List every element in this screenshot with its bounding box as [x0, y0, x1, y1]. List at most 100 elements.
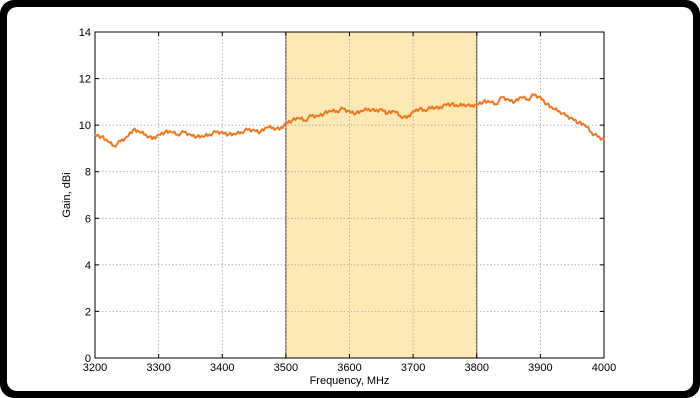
data-point — [221, 131, 224, 133]
data-point — [507, 98, 510, 101]
y-tick-label: 0 — [85, 353, 91, 365]
data-point — [157, 133, 160, 136]
chart-panel: 3200 3300 3400 3500 3600 3700 3800 3900 4000 0 2 4 6… — [7, 7, 693, 391]
data-point — [386, 112, 389, 115]
x-tick-label: 3900 — [528, 362, 552, 374]
data-point — [145, 133, 147, 136]
x-tick-label: 3600 — [337, 362, 361, 374]
data-point — [603, 138, 605, 140]
data-point — [151, 138, 154, 140]
data-point — [132, 129, 134, 131]
y-tick-label: 2 — [85, 306, 91, 318]
data-point — [545, 103, 548, 105]
data-point — [355, 112, 357, 115]
data-point — [558, 110, 561, 112]
y-tick-label: 10 — [79, 120, 91, 132]
data-point — [361, 110, 364, 112]
data-point — [335, 110, 338, 112]
data-point — [285, 122, 287, 124]
data-point — [456, 105, 459, 108]
data-point — [565, 115, 567, 117]
data-point — [418, 108, 421, 110]
data-point — [469, 105, 472, 108]
data-point — [431, 105, 434, 108]
data-point — [234, 133, 236, 136]
data-point — [380, 108, 383, 110]
x-tick-label: 3800 — [465, 362, 489, 374]
data-point — [596, 135, 599, 138]
data-point — [412, 110, 414, 112]
data-point — [176, 133, 179, 136]
data-point — [571, 117, 573, 119]
data-point — [444, 103, 446, 105]
y-tick-label: 12 — [79, 74, 91, 86]
x-tick-label: 3200 — [83, 362, 107, 374]
data-point — [170, 131, 173, 133]
highlight-band — [285, 32, 477, 358]
data-point — [514, 101, 516, 103]
data-point — [246, 129, 249, 131]
data-point — [189, 133, 192, 136]
data-point — [215, 131, 217, 133]
y-tick-label: 4 — [85, 260, 91, 272]
data-point — [501, 96, 504, 98]
data-point — [526, 98, 529, 101]
data-point — [94, 133, 96, 136]
data-point — [310, 115, 313, 117]
data-point — [253, 129, 255, 131]
data-point — [272, 126, 274, 129]
data-point — [488, 101, 491, 103]
data-point — [399, 115, 402, 117]
x-tick-label: 3300 — [146, 362, 170, 374]
data-point — [450, 103, 453, 105]
data-point — [278, 129, 281, 131]
data-point — [126, 135, 128, 138]
y-tick-label: 6 — [85, 213, 91, 225]
data-point — [208, 133, 211, 136]
data-point — [297, 117, 300, 119]
data-point — [265, 126, 268, 129]
data-point — [164, 131, 166, 133]
data-point — [138, 131, 141, 133]
data-point — [304, 119, 306, 122]
data-point — [106, 140, 109, 143]
gain-chart: 3200 3300 3400 3500 3600 3700 3800 3900 4000 0 2 4 6… — [61, 27, 616, 387]
data-point — [183, 131, 185, 133]
data-point — [329, 110, 332, 112]
data-point — [291, 119, 294, 122]
data-point — [520, 96, 523, 98]
data-point — [482, 101, 484, 103]
data-point — [100, 135, 103, 138]
data-point — [374, 110, 376, 112]
data-point — [240, 131, 243, 133]
y-tick-label: 8 — [85, 167, 91, 179]
data-point — [119, 140, 122, 143]
data-point — [590, 131, 593, 133]
data-point — [539, 96, 542, 98]
x-tick-label: 3400 — [210, 362, 234, 374]
x-tick-label: 3700 — [401, 362, 425, 374]
data-point — [393, 110, 395, 112]
data-point — [259, 131, 262, 133]
data-point — [584, 124, 586, 126]
data-point — [552, 108, 554, 110]
data-point — [316, 115, 319, 117]
data-point — [196, 135, 198, 138]
x-tick-label: 3500 — [274, 362, 298, 374]
data-point — [113, 145, 115, 147]
data-point — [323, 112, 325, 115]
y-axis-label: Gain, dBi — [61, 172, 73, 217]
data-point — [405, 117, 408, 119]
y-tick-label: 14 — [79, 27, 91, 39]
data-point — [227, 133, 230, 136]
data-point — [425, 110, 427, 112]
x-axis-label: Frequency, MHz — [310, 375, 390, 387]
data-point — [577, 122, 580, 124]
data-point — [202, 135, 204, 138]
data-point — [475, 103, 478, 105]
data-point — [533, 94, 535, 96]
data-point — [342, 108, 344, 110]
data-point — [437, 108, 440, 110]
data-point — [348, 110, 351, 112]
